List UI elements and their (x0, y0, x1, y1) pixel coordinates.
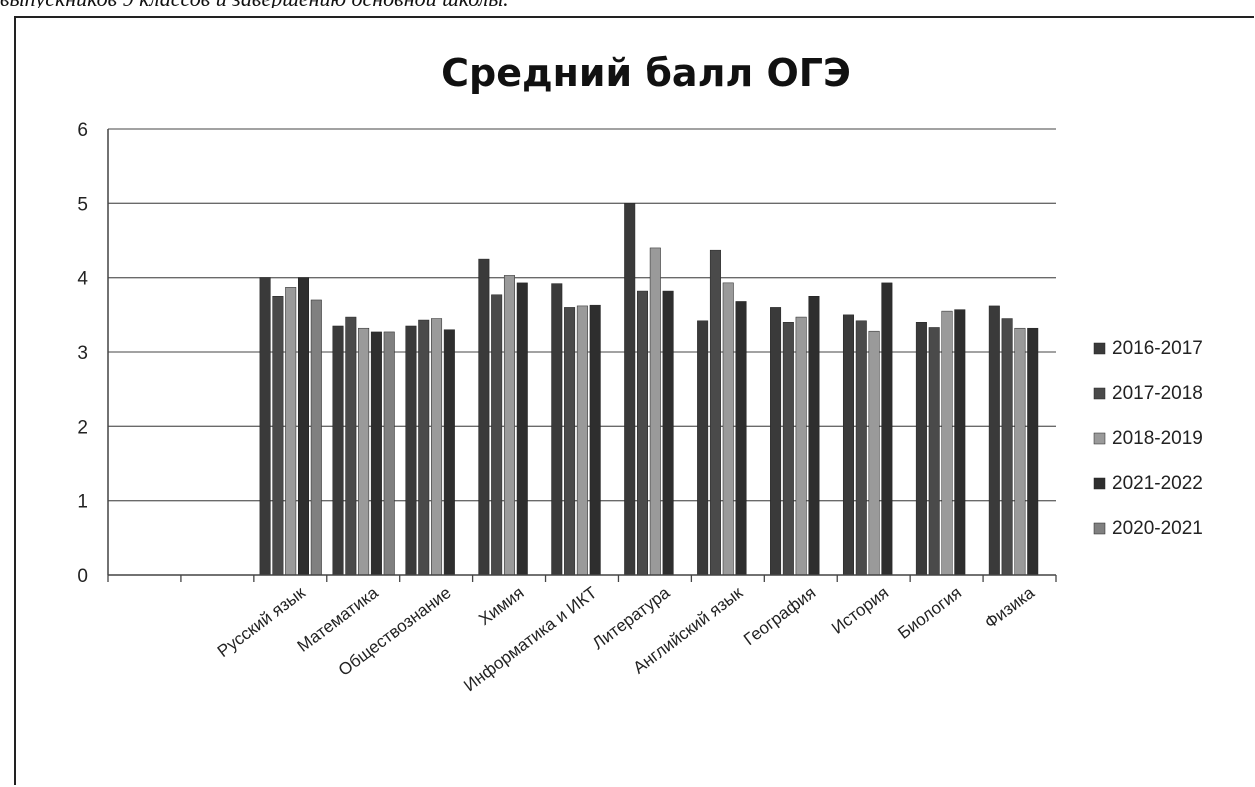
y-tick-label: 6 (77, 120, 88, 141)
bar-биология-2018-2019 (941, 310, 953, 576)
bar-география-2021-2022 (808, 296, 820, 576)
bar-математика-2021-2022 (370, 331, 382, 576)
y-tick-label: 2 (77, 417, 88, 438)
bar-химия-2018-2019 (503, 275, 515, 576)
y-tick-label: 0 (77, 566, 88, 587)
bar-география-2018-2019 (795, 316, 807, 576)
bar-физика-2016-2017 (988, 305, 1000, 576)
bar-английский-язык-2021-2022 (735, 301, 747, 576)
bar-информатика-и-икт-2018-2019 (576, 305, 588, 576)
y-tick-label: 4 (77, 269, 88, 290)
bar-география-2016-2017 (770, 307, 782, 576)
bar-литература-2016-2017 (624, 203, 636, 576)
x-tick-label: География (740, 583, 819, 649)
x-tick-label: Биология (894, 583, 965, 643)
bar-физика-2017-2018 (1001, 318, 1013, 576)
y-tick-label: 5 (77, 194, 88, 215)
bar-английский-язык-2016-2017 (697, 320, 709, 576)
bar-химия-2017-2018 (491, 294, 503, 576)
bar-обществознание-2018-2019 (431, 318, 443, 576)
bar-история-2017-2018 (855, 320, 867, 576)
bar-русский-язык-2021-2022 (297, 277, 309, 576)
bar-русский-язык-2018-2019 (285, 287, 297, 576)
legend-swatch (1093, 342, 1106, 355)
document-caption: выпускников 9 классов и завершению основ… (0, 0, 1255, 8)
legend-label: 2018-2019 (1112, 428, 1203, 449)
bar-история-2021-2022 (881, 282, 893, 576)
x-tick-label: Русский язык (214, 583, 309, 661)
legend: 2016-2017 2017-2018 2018-2019 2021-2022 2020… (1093, 338, 1203, 539)
chart-title: Средний балл ОГЭ (441, 51, 851, 95)
bars-layer (259, 203, 1039, 576)
bar-информатика-и-икт-2017-2018 (564, 307, 576, 576)
legend-swatch (1093, 432, 1106, 445)
y-tick-label: 3 (77, 343, 88, 364)
bar-биология-2021-2022 (954, 309, 966, 576)
x-tick-label: Химия (475, 583, 527, 629)
chart-frame: Средний балл ОГЭ 0 1 2 3 4 5 6 Русский язык Мате… (14, 16, 1254, 785)
bar-физика-2018-2019 (1014, 327, 1026, 576)
bar-русский-язык-2016-2017 (259, 277, 271, 576)
legend-label: 2021-2022 (1112, 473, 1203, 494)
legend-swatch (1093, 387, 1106, 400)
bar-математика-2020-2021 (383, 331, 395, 576)
bar-обществознание-2021-2022 (443, 329, 455, 576)
bar-обществознание-2017-2018 (418, 319, 430, 576)
bar-математика-2018-2019 (358, 327, 370, 576)
x-tick-label: Информатика и ИКТ (460, 583, 600, 695)
bar-литература-2018-2019 (649, 247, 661, 576)
legend-label: 2016-2017 (1112, 338, 1203, 359)
bar-математика-2017-2018 (345, 316, 357, 576)
legend-label: 2017-2018 (1112, 383, 1203, 404)
y-tick-label: 1 (77, 492, 88, 513)
bar-история-2018-2019 (868, 330, 880, 576)
legend-swatch (1093, 522, 1106, 535)
bar-математика-2016-2017 (332, 325, 344, 576)
bar-химия-2016-2017 (478, 258, 490, 576)
legend-swatch (1093, 477, 1106, 490)
bar-география-2017-2018 (782, 322, 794, 576)
bar-история-2016-2017 (842, 314, 854, 576)
x-tick-label: История (828, 583, 892, 638)
bar-литература-2017-2018 (637, 290, 649, 576)
bar-русский-язык-2017-2018 (272, 296, 284, 576)
bar-биология-2017-2018 (928, 327, 940, 576)
bar-английский-язык-2017-2018 (709, 249, 721, 576)
x-tick-label: Физика (981, 583, 1038, 633)
bar-физика-2021-2022 (1027, 327, 1039, 576)
bar-английский-язык-2018-2019 (722, 282, 734, 576)
bar-русский-язык-2020-2021 (310, 299, 322, 576)
bar-биология-2016-2017 (915, 322, 927, 576)
bar-химия-2021-2022 (516, 282, 528, 576)
bar-информатика-и-икт-2016-2017 (551, 283, 563, 576)
bar-информатика-и-икт-2021-2022 (589, 304, 601, 576)
bar-литература-2021-2022 (662, 290, 674, 576)
bar-обществознание-2016-2017 (405, 325, 417, 576)
legend-label: 2020-2021 (1112, 518, 1203, 539)
